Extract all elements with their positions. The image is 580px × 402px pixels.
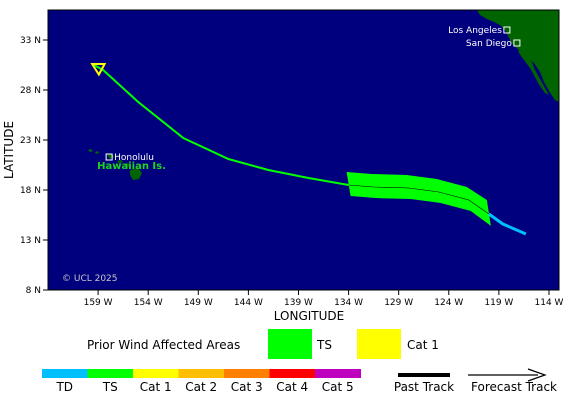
plot-frame — [47, 9, 560, 291]
lon-tick-label: 119 W — [484, 298, 513, 308]
lon-tick-label: 124 W — [434, 298, 463, 308]
lon-tick-label: 114 W — [535, 298, 564, 308]
cat1-swatch-label: Cat 1 — [407, 338, 439, 352]
scale-label: Cat 5 — [322, 380, 354, 394]
lat-tick-label: 18 N — [20, 186, 41, 196]
ts-swatch — [268, 329, 312, 359]
latitude-ticks: 33 N 28 N 23 N 18 N 13 N 8 N — [20, 36, 48, 296]
scale-label: Cat 4 — [276, 380, 308, 394]
scale-label: TD — [55, 380, 73, 394]
ocean-area — [48, 10, 559, 290]
scale-label: Cat 3 — [231, 380, 263, 394]
scale-swatch-td — [42, 369, 88, 378]
lon-tick-label: 129 W — [384, 298, 413, 308]
intensity-scale: TD TS Cat 1 Cat 2 Cat 3 Cat 4 Cat 5 — [42, 369, 361, 394]
scale-label: Cat 1 — [140, 380, 172, 394]
honolulu-marker — [105, 153, 113, 161]
lat-tick-label: 13 N — [20, 236, 41, 246]
prior-wind-affected-area — [346, 172, 491, 226]
ts-swatch-label: TS — [316, 338, 332, 352]
north-america-landmass — [477, 10, 559, 102]
lat-tick-label: 33 N — [20, 36, 41, 46]
cat1-swatch — [357, 329, 401, 359]
past-track-td — [488, 212, 527, 236]
past-track-centerline — [348, 184, 490, 215]
forecast-arrowhead — [90, 62, 107, 77]
lat-tick-label: 8 N — [26, 286, 41, 296]
scale-label: Cat 2 — [185, 380, 217, 394]
prior-wind-areas-label: Prior Wind Affected Areas — [87, 338, 240, 352]
lon-tick-label: 144 W — [234, 298, 263, 308]
scale-swatch-cat1 — [133, 369, 179, 378]
scale-swatch-cat2 — [178, 369, 225, 378]
copyright-notice: © UCL 2025 — [62, 274, 118, 284]
x-axis-title: LONGITUDE — [274, 309, 344, 323]
baja-california — [518, 47, 549, 95]
los-angeles-marker — [503, 26, 511, 34]
forecast-track-arrowhead — [527, 368, 547, 382]
scale-swatch-ts — [87, 369, 134, 378]
y-axis-title: LATITUDE — [2, 121, 16, 179]
san-diego-marker — [513, 39, 521, 47]
scale-swatch-cat5 — [315, 369, 361, 378]
hawaiian-islands-label: Hawaiian Is. — [97, 161, 166, 172]
lat-tick-label: 23 N — [20, 136, 41, 146]
scale-swatch-cat3 — [224, 369, 270, 378]
forecast-track-label: Forecast Track — [471, 380, 557, 394]
scale-swatch-cat4 — [269, 369, 316, 378]
los-angeles-label: Los Angeles — [448, 26, 502, 36]
scale-label: TS — [102, 380, 118, 394]
lat-tick-label: 28 N — [20, 86, 41, 96]
lon-tick-label: 139 W — [284, 298, 313, 308]
honolulu-label: Honolulu — [114, 153, 154, 163]
lon-tick-label: 159 W — [84, 298, 113, 308]
lon-tick-label: 134 W — [334, 298, 363, 308]
longitude-ticks: 159 W 154 W 149 W 144 W 139 W 134 W 129 W 124 W… — [84, 290, 564, 308]
past-track-label: Past Track — [394, 380, 454, 394]
san-diego-label: San Diego — [466, 39, 512, 49]
lon-tick-label: 149 W — [184, 298, 213, 308]
lon-tick-label: 154 W — [134, 298, 163, 308]
